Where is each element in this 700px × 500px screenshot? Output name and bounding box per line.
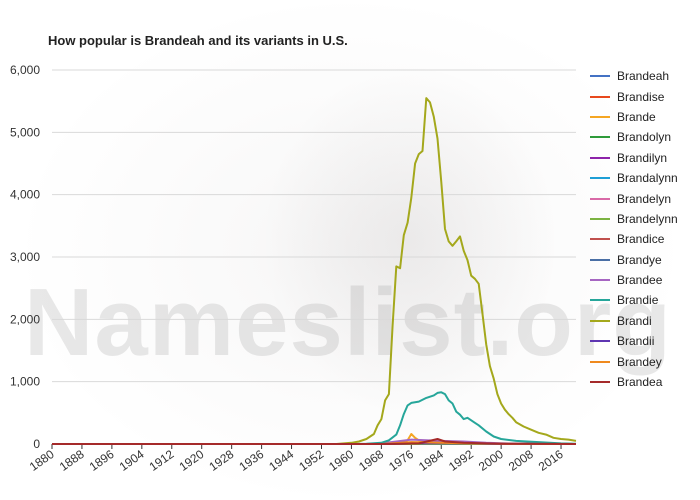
x-tick-label: 1928 bbox=[206, 447, 236, 474]
x-tick-label: 1880 bbox=[27, 447, 57, 474]
legend-label: Brandice bbox=[617, 232, 665, 247]
legend-label: Brandalynn bbox=[617, 171, 678, 186]
legend-item-brandie[interactable]: Brandie bbox=[590, 290, 678, 310]
legend-label: Brandi bbox=[617, 313, 652, 328]
legend-item-brandey[interactable]: Brandey bbox=[590, 351, 678, 371]
legend-swatch bbox=[590, 177, 610, 180]
legend-item-brandelynn[interactable]: Brandelynn bbox=[590, 209, 678, 229]
legend-label: Brandye bbox=[617, 252, 662, 267]
gridlines bbox=[52, 69, 576, 383]
legend-swatch bbox=[590, 340, 610, 343]
legend-swatch bbox=[590, 217, 610, 220]
legend-swatch bbox=[590, 75, 610, 78]
legend-item-brandice[interactable]: Brandice bbox=[590, 229, 678, 249]
legend-swatch bbox=[590, 197, 610, 200]
legend-item-brandee[interactable]: Brandee bbox=[590, 270, 678, 290]
legend-label: Brandelyn bbox=[617, 191, 672, 206]
legend-swatch bbox=[590, 238, 610, 241]
legend-label: Brandey bbox=[617, 354, 662, 369]
x-tick-label: 2016 bbox=[536, 447, 566, 474]
legend-item-brandii[interactable]: Brandii bbox=[590, 331, 678, 351]
x-tick-label: 1888 bbox=[57, 447, 87, 474]
x-axis-ticks: 1880 1888 1896 1904 1912 1920 1928 1936 1944 1952… bbox=[27, 444, 566, 474]
x-tick-label: 1904 bbox=[117, 447, 147, 474]
legend-swatch bbox=[590, 136, 610, 139]
legend-label: Brandee bbox=[617, 273, 663, 288]
legend-swatch bbox=[590, 319, 610, 322]
legend-label: Brandilyn bbox=[617, 150, 668, 165]
legend-item-brandise[interactable]: Brandise bbox=[590, 86, 678, 106]
y-tick-label: 5,000 bbox=[10, 125, 40, 139]
x-tick-label: 2000 bbox=[476, 447, 506, 474]
x-tick-label: 1912 bbox=[147, 447, 177, 474]
legend-label: Brande bbox=[617, 109, 656, 124]
legend-item-brandea[interactable]: Brandea bbox=[590, 372, 678, 392]
y-tick-label: 3,000 bbox=[10, 250, 40, 264]
x-tick-label: 1952 bbox=[296, 447, 326, 474]
legend-swatch bbox=[590, 115, 610, 118]
series-line-brandea bbox=[52, 438, 577, 445]
watermark: Nameslist.org bbox=[24, 269, 672, 376]
legend-item-brandeah[interactable]: Brandeah bbox=[590, 66, 678, 86]
legend-item-brande[interactable]: Brande bbox=[590, 107, 678, 127]
x-tick-label: 1992 bbox=[446, 447, 476, 474]
legend-swatch bbox=[590, 279, 610, 282]
legend-label: Brandie bbox=[617, 293, 659, 308]
legend-label: Brandii bbox=[617, 334, 655, 349]
y-tick-label: 6,000 bbox=[10, 63, 40, 77]
x-tick-label: 1936 bbox=[236, 447, 266, 474]
legend-item-brandelyn[interactable]: Brandelyn bbox=[590, 188, 678, 208]
series-line-brandi bbox=[52, 97, 577, 445]
legend-swatch bbox=[590, 360, 610, 363]
x-tick-label: 1960 bbox=[326, 447, 356, 474]
legend-item-brandolyn[interactable]: Brandolyn bbox=[590, 127, 678, 147]
y-tick-label: 0 bbox=[33, 437, 40, 451]
legend-label: Brandise bbox=[617, 89, 665, 104]
y-tick-label: 4,000 bbox=[10, 188, 40, 202]
legend-label: Brandelynn bbox=[617, 211, 678, 226]
series-lines bbox=[52, 97, 577, 445]
y-tick-label: 2,000 bbox=[10, 312, 40, 326]
y-tick-label: 1,000 bbox=[10, 375, 40, 389]
legend-swatch bbox=[590, 258, 610, 261]
legend-label: Brandolyn bbox=[617, 130, 672, 145]
legend-swatch bbox=[590, 95, 610, 98]
legend-swatch bbox=[590, 381, 610, 384]
x-tick-label: 1976 bbox=[386, 447, 416, 474]
x-tick-label: 2008 bbox=[506, 447, 536, 474]
x-tick-label: 1920 bbox=[177, 447, 207, 474]
y-axis-ticks: 0 1,000 2,000 3,000 4,000 5,000 6,000 bbox=[10, 63, 40, 451]
chart-legend: Brandeah Brandise Brande Brandolyn Brandilyn… bbox=[590, 66, 678, 392]
legend-label: Brandea bbox=[617, 375, 663, 390]
x-tick-label: 1896 bbox=[87, 447, 117, 474]
legend-item-brandi[interactable]: Brandi bbox=[590, 311, 678, 331]
legend-swatch bbox=[590, 156, 610, 159]
legend-label: Brandeah bbox=[617, 69, 670, 84]
legend-item-brandye[interactable]: Brandye bbox=[590, 250, 678, 270]
series-line-brandie bbox=[52, 391, 577, 445]
chart-title: How popular is Brandeah and its variants… bbox=[48, 33, 348, 48]
x-tick-label: 1984 bbox=[416, 447, 446, 474]
legend-swatch bbox=[590, 299, 610, 302]
x-tick-label: 1944 bbox=[266, 447, 296, 474]
x-tick-label: 1968 bbox=[356, 447, 386, 474]
legend-item-brandilyn[interactable]: Brandilyn bbox=[590, 148, 678, 168]
legend-item-brandalynn[interactable]: Brandalynn bbox=[590, 168, 678, 188]
